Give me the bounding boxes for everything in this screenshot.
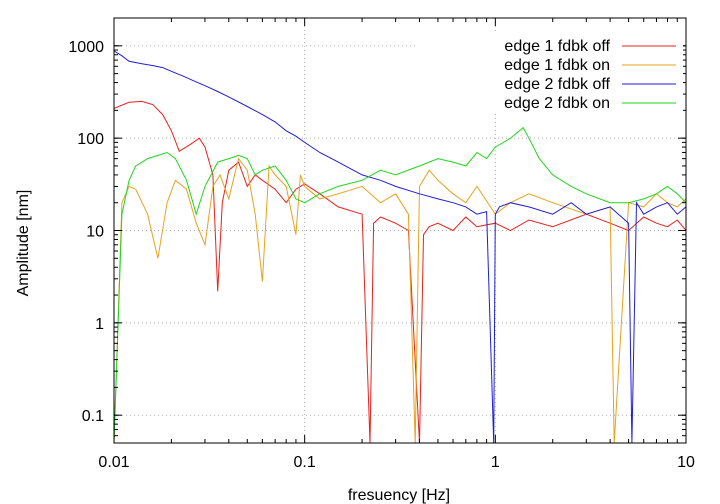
- legend: edge 1 fdbk off edge 1 fdbk on edge 2 fdbk…: [418, 31, 683, 112]
- y-tick-label: 100: [77, 131, 104, 148]
- series-line-1: [114, 100, 686, 443]
- legend-background: [418, 31, 683, 111]
- y-tick-label: 0.1: [82, 408, 104, 425]
- series-line-4: [114, 126, 686, 443]
- x-tick-label: 10: [677, 454, 695, 471]
- x-tick-label: 0.01: [98, 454, 129, 471]
- legend-label: edge 1 fdbk on: [504, 57, 610, 74]
- legend-label: edge 2 fdbk on: [504, 95, 610, 112]
- y-tick-label: 1: [95, 316, 104, 333]
- tick-labels: 0.01 0.1 1 10 0.1 1 10 100 1000: [68, 39, 695, 471]
- x-tick-label: 1: [491, 454, 500, 471]
- y-axis-label: Amplitude [nm]: [15, 190, 32, 297]
- legend-label: edge 2 fdbk off: [504, 76, 610, 93]
- y-tick-label: 10: [86, 224, 104, 241]
- y-tick-label: 1000: [68, 39, 104, 56]
- axes: [113, 17, 687, 444]
- x-tick-label: 0.1: [294, 454, 316, 471]
- plot-series: [114, 50, 686, 443]
- series-line-3: [114, 50, 686, 443]
- series-line-2: [114, 157, 686, 443]
- legend-label: edge 1 fdbk off: [504, 38, 610, 55]
- x-axis-label: fresuency [Hz]: [348, 487, 450, 504]
